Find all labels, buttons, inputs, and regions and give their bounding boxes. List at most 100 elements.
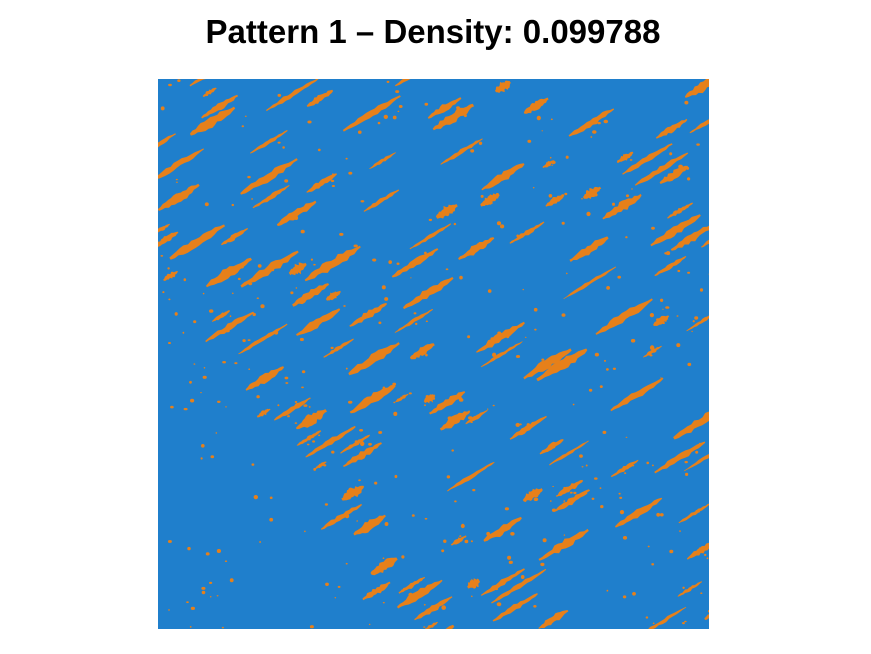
pattern-speck	[294, 216, 299, 220]
pattern-speck	[646, 156, 651, 160]
pattern-speck	[533, 307, 538, 312]
pattern-speck	[372, 111, 376, 113]
pattern-streak	[655, 118, 688, 139]
pattern-speck	[594, 352, 599, 357]
pattern-speck	[415, 322, 418, 326]
pattern-streak	[304, 245, 361, 282]
pattern-streak	[348, 342, 400, 376]
pattern-speck	[209, 309, 214, 313]
pattern-streak	[424, 621, 438, 629]
pattern-speck	[282, 146, 285, 149]
pattern-speck	[441, 549, 445, 553]
pattern-streak	[683, 453, 709, 472]
pattern-streak	[398, 576, 426, 594]
pattern-speck	[551, 508, 557, 512]
pattern-speck	[618, 492, 621, 495]
pattern-speck	[323, 464, 327, 467]
pattern-speck	[443, 539, 447, 543]
pattern-streak	[349, 384, 396, 414]
pattern-speck	[240, 265, 244, 269]
pattern-speck	[257, 264, 262, 268]
pattern-streak	[342, 95, 401, 132]
pattern-speck	[232, 292, 234, 295]
pattern-streak	[654, 256, 687, 277]
pattern-speck	[237, 277, 241, 281]
pattern-speck	[299, 337, 304, 342]
pattern-speck	[202, 375, 207, 379]
pattern-streak	[569, 236, 609, 262]
pattern-speck	[676, 315, 679, 317]
pattern-speck	[401, 555, 405, 559]
pattern-speck	[303, 404, 308, 407]
pattern-speck	[367, 527, 370, 529]
pattern-speck	[500, 224, 505, 229]
pattern-speck	[374, 481, 378, 485]
pattern-speck	[345, 367, 348, 370]
pattern-speck	[229, 315, 232, 318]
pattern-speck	[167, 540, 172, 543]
pattern-streak	[158, 231, 179, 247]
pattern-streak	[467, 578, 480, 589]
pattern-speck	[424, 251, 427, 255]
pattern-speck	[313, 263, 316, 266]
pattern-speck	[622, 536, 628, 540]
pattern-speck	[168, 342, 171, 344]
pattern-speck	[354, 440, 359, 444]
pattern-speck	[563, 500, 566, 502]
pattern-speck	[684, 100, 689, 105]
pattern-speck	[542, 538, 547, 543]
pattern-speck	[209, 581, 213, 584]
pattern-speck	[606, 286, 610, 290]
pattern-speck	[679, 530, 681, 532]
pattern-streak	[602, 193, 642, 220]
pattern-speck	[612, 202, 615, 206]
pattern-speck	[532, 187, 535, 189]
pattern-speck	[259, 541, 262, 543]
pattern-speck	[566, 272, 568, 275]
pattern-streak	[315, 461, 327, 469]
pattern-speck	[429, 287, 434, 292]
pattern-speck	[597, 121, 601, 125]
pattern-speck	[599, 385, 603, 388]
pattern-speck	[382, 386, 386, 390]
pattern-streak	[539, 439, 564, 455]
pattern-speck	[695, 450, 699, 454]
pattern-speck	[225, 406, 227, 408]
pattern-speck	[222, 361, 226, 364]
pattern-speck	[665, 306, 670, 309]
pattern-streak	[653, 315, 670, 326]
pattern-speck	[167, 267, 170, 270]
pattern-speck	[515, 355, 521, 358]
pattern-speck	[190, 398, 195, 403]
pattern-speck	[629, 159, 633, 161]
pattern-speck	[168, 609, 170, 611]
pattern-speck	[205, 552, 210, 556]
pattern-speck	[522, 288, 524, 291]
pattern-speck	[586, 211, 591, 217]
pattern-speck	[411, 514, 415, 517]
pattern-speck	[186, 601, 189, 604]
pattern-speck	[588, 388, 593, 392]
pattern-speck	[451, 416, 455, 419]
pattern-speck	[446, 475, 451, 479]
pattern-speck	[649, 313, 654, 318]
pattern-speck	[308, 406, 311, 408]
pattern-streak	[169, 224, 226, 260]
pattern-speck	[699, 288, 704, 292]
pattern-speck	[408, 392, 412, 395]
pattern-speck	[445, 268, 449, 271]
pattern-streak	[708, 273, 709, 275]
pattern-speck	[377, 107, 381, 110]
pattern-speck	[506, 335, 510, 339]
pattern-speck	[330, 179, 335, 183]
pattern-speck	[496, 602, 502, 607]
pattern-speck	[168, 298, 171, 301]
pattern-speck	[337, 585, 341, 588]
pattern-streak	[582, 186, 602, 199]
pattern-speck	[310, 258, 313, 261]
pattern-speck	[645, 616, 649, 619]
pattern-speck	[459, 535, 462, 537]
pattern-speck	[189, 626, 192, 628]
pattern-streak	[409, 223, 452, 250]
pattern-speck	[368, 623, 371, 626]
